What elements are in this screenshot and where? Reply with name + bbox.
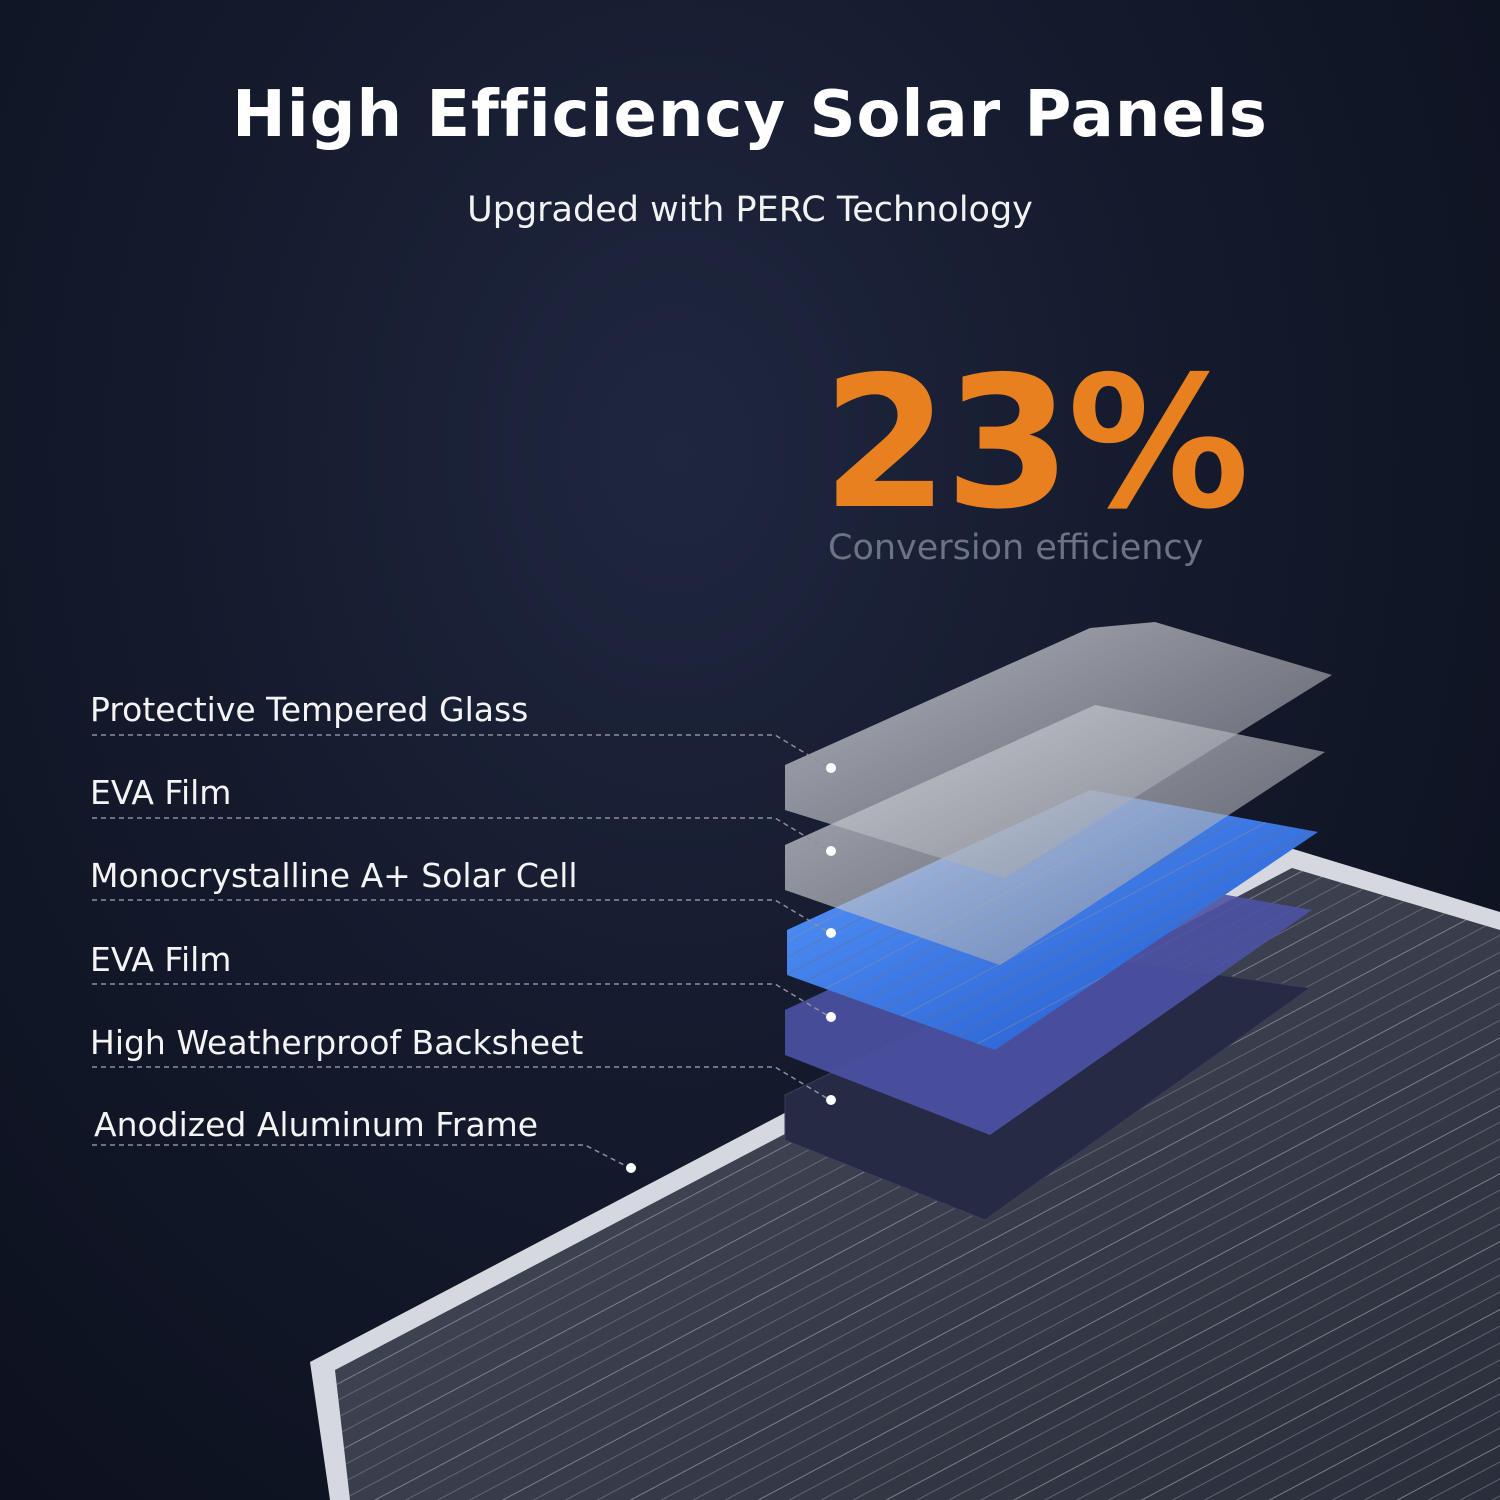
page-title: High Efficiency Solar Panels xyxy=(232,78,1268,152)
layer-label-glass: Protective Tempered Glass xyxy=(90,690,529,729)
layer-label-frame: Anodized Aluminum Frame xyxy=(94,1105,539,1144)
page-subtitle: Upgraded with PERC Technology xyxy=(467,190,1033,230)
leader-dots xyxy=(626,763,836,1173)
efficiency-caption: Conversion efficiency xyxy=(828,528,1204,568)
layer-label-backsheet: High Weatherproof Backsheet xyxy=(90,1023,584,1062)
layer-label-eva-1: EVA Film xyxy=(90,773,232,812)
layer-label-eva-2: EVA Film xyxy=(90,940,232,979)
layer-tempered-glass xyxy=(785,622,1332,878)
efficiency-value: 23% xyxy=(822,337,1250,549)
layer-label-solar-cell: Monocrystalline A+ Solar Cell xyxy=(90,856,578,895)
leader-lines xyxy=(92,734,831,1169)
